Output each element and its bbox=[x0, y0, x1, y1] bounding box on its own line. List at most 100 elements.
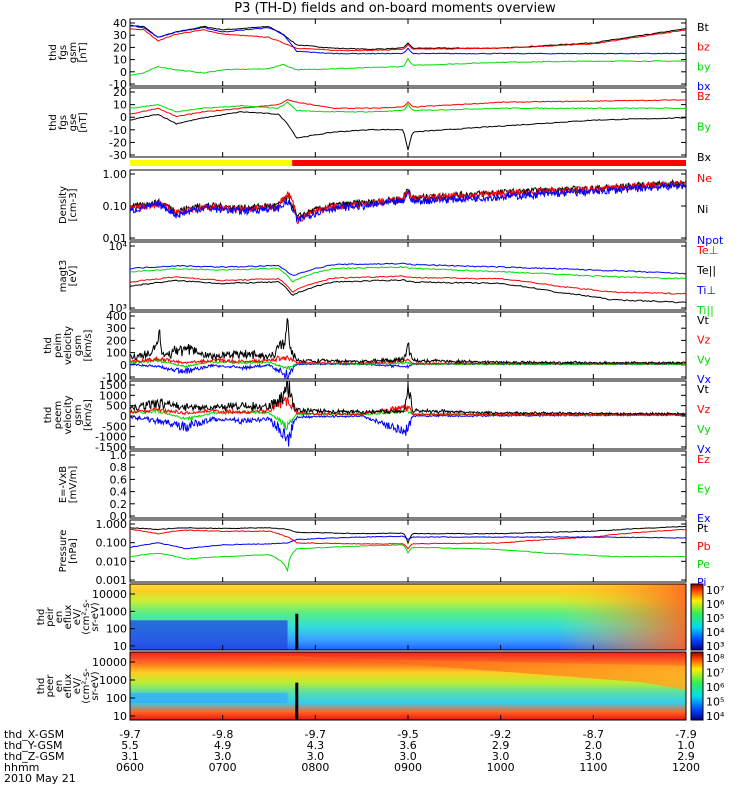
y-axis-label: Density[cm-3] bbox=[58, 186, 79, 224]
ephemeris-value: 3.0 bbox=[585, 750, 603, 763]
series-line-bz bbox=[130, 28, 686, 52]
legend-entry: Npot bbox=[697, 234, 724, 247]
y-tick-label: 100 bbox=[106, 347, 127, 360]
y-tick-label: -10 bbox=[109, 78, 127, 91]
legend-entry: Ex bbox=[697, 512, 711, 525]
legend-entry: bx bbox=[697, 80, 711, 93]
series-line-Bz bbox=[130, 99, 686, 118]
y-tick-label: -20 bbox=[109, 136, 127, 149]
legend-entry: Ey bbox=[697, 483, 711, 496]
date-label: 2010 May 21 bbox=[4, 772, 76, 785]
series-group bbox=[130, 24, 686, 76]
y-tick-label: 500 bbox=[106, 400, 127, 413]
ephemeris-value: -9.7 bbox=[119, 728, 140, 741]
ephemeris-value: 1200 bbox=[672, 761, 700, 774]
mode-bar-slow bbox=[130, 160, 293, 166]
y-tick-label: 0 bbox=[120, 66, 127, 79]
y-tick-label: 300 bbox=[106, 322, 127, 335]
ephemeris-row-label: thd_Z-GSM bbox=[4, 750, 64, 763]
series-line-Vt bbox=[130, 318, 686, 365]
y-axis-label-line: peer bbox=[45, 674, 56, 698]
y-axis-label: E=-VxB[mV/m] bbox=[58, 466, 79, 504]
y-tick-label: 0.010 bbox=[96, 555, 128, 568]
y-tick-label: 0.2 bbox=[110, 498, 128, 511]
y-tick-label: 1.0 bbox=[110, 449, 128, 462]
y-tick-label: 10 bbox=[113, 640, 127, 653]
y-axis-label-line: Pressure bbox=[58, 530, 69, 573]
legend-entry: Bz bbox=[697, 90, 711, 103]
y-tick-label: 200 bbox=[106, 334, 127, 347]
y-tick-label: 0.100 bbox=[96, 537, 128, 550]
y-axis-label-line: [km/s] bbox=[83, 329, 94, 361]
series-group bbox=[130, 525, 686, 573]
ephemeris-value: 2.0 bbox=[585, 739, 603, 752]
legend-entry: Vy bbox=[697, 353, 711, 366]
y-axis-label-line: eV/ bbox=[72, 608, 83, 625]
legend-entry: Vx bbox=[697, 443, 712, 456]
y-axis-label-line: thd bbox=[36, 609, 47, 626]
legend-entry: Ti⊥ bbox=[696, 284, 716, 297]
series-line-by bbox=[130, 57, 686, 76]
y-axis-label-line: thd bbox=[48, 44, 59, 61]
colorbar-tick-label: 10⁶ bbox=[706, 681, 725, 694]
y-axis-label-line: thd bbox=[48, 114, 59, 131]
colorbar-tick-label: 10⁶ bbox=[706, 598, 725, 611]
series-line-Pi bbox=[130, 535, 686, 550]
y-tick-label: 0.10 bbox=[103, 200, 128, 213]
y-tick-label: -100 bbox=[102, 371, 127, 384]
legend-entry: Vz bbox=[697, 403, 711, 416]
y-tick-label: 400 bbox=[106, 310, 127, 323]
legend-entry: Pb bbox=[697, 540, 711, 553]
y-axis-label: thdpeirenefluxeV/(cm²-s-sr-eV) bbox=[36, 599, 101, 635]
y-tick-label: 10000 bbox=[92, 588, 127, 601]
y-tick-label: -1000 bbox=[95, 431, 127, 444]
ephemeris-value: 4.3 bbox=[307, 739, 325, 752]
series-line-Vz bbox=[130, 355, 686, 366]
ephemeris-value: -9.2 bbox=[490, 728, 511, 741]
ephemeris-value: -9.7 bbox=[305, 728, 326, 741]
panel-electron-spectrogram: 10000 1000 100 10 thdpeerenefluxeV/(cm²-s-sr… bbox=[36, 651, 725, 723]
y-axis-label-line: velocity bbox=[63, 395, 74, 434]
legend-entry: Vy bbox=[697, 423, 711, 436]
y-tick-label: 20 bbox=[113, 86, 127, 99]
series-line-Pe bbox=[130, 544, 686, 573]
y-tick-label: 1.00 bbox=[103, 168, 128, 181]
y-axis-label: thdfgsgsm[nT] bbox=[48, 42, 89, 63]
y-axis-label-line: sr-eV) bbox=[90, 602, 101, 631]
y-tick-label: 0.01 bbox=[103, 232, 128, 245]
ephemeris-value: 3.6 bbox=[399, 739, 417, 752]
ephemeris-value: 1100 bbox=[579, 761, 607, 774]
legend-entry: Te|| bbox=[696, 264, 716, 277]
series-line-Ti bbox=[130, 262, 686, 276]
y-tick-label: 30 bbox=[113, 29, 127, 42]
y-tick-label: 1000 bbox=[99, 605, 127, 618]
panels-layer: 403020100-10thdfgsgsm[nT]Btbzbybx20100-1… bbox=[36, 17, 725, 723]
y-axis-label-line: en bbox=[54, 611, 65, 624]
ephemeris-value: 3.0 bbox=[214, 750, 232, 763]
legend-entry: Ni bbox=[697, 203, 708, 216]
ephemeris-value: -9.5 bbox=[397, 728, 418, 741]
y-axis-label-line: peir bbox=[45, 606, 56, 626]
colorbar-tick-label: 10⁵ bbox=[706, 612, 724, 625]
y-tick-label: -30 bbox=[109, 149, 127, 162]
ephemeris-value: 0900 bbox=[394, 761, 422, 774]
y-axis-label-line: thd bbox=[36, 678, 47, 695]
y-axis-label-line: gsm bbox=[73, 404, 84, 425]
y-tick-label: -500 bbox=[102, 420, 127, 433]
series-line-Vy bbox=[130, 408, 686, 431]
ephemeris-value: 3.0 bbox=[307, 750, 325, 763]
y-tick-label: -1500 bbox=[95, 441, 127, 454]
colorbar bbox=[690, 651, 704, 721]
y-tick-label: 1500 bbox=[99, 379, 127, 392]
y-axis-label-line: eV/ bbox=[72, 677, 83, 694]
series-line-Te bbox=[130, 275, 686, 295]
legend-entry: Ez bbox=[697, 453, 710, 466]
colorbar-tick-label: 10³ bbox=[706, 640, 724, 653]
y-tick-label: 0.8 bbox=[110, 461, 128, 474]
y-axis-label-line: thd bbox=[43, 407, 54, 424]
ephemeris-row-label: thd_Y-GSM bbox=[4, 739, 63, 752]
